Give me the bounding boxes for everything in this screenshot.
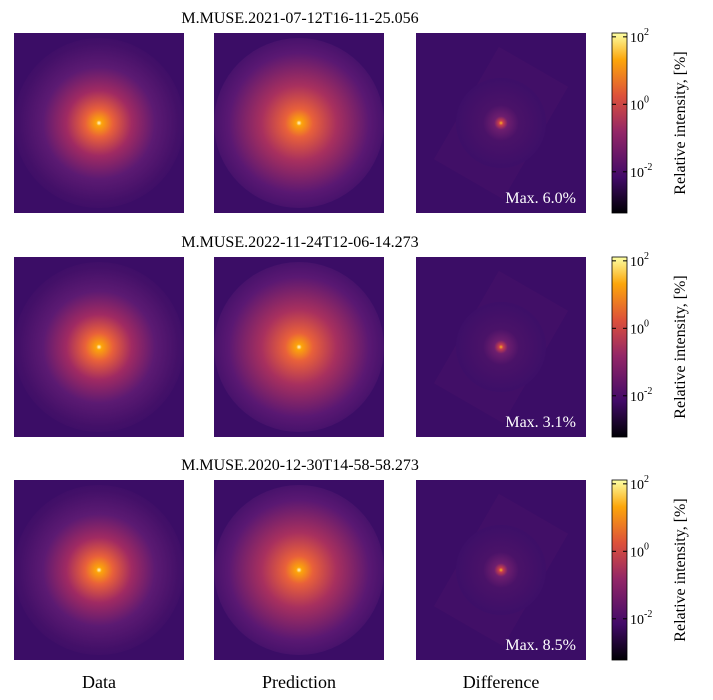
image-psf: [14, 262, 184, 432]
tick-base: 10: [630, 98, 644, 113]
tick-base: 10: [630, 390, 644, 405]
tick-base: 10: [630, 613, 644, 628]
colorbar-tick-label: 100: [630, 94, 649, 113]
colorbar-tick-label: 10-2: [630, 162, 652, 181]
row-title: M.MUSE.2021-07-12T16-11-25.056: [181, 10, 418, 27]
tick-exponent: 2: [644, 251, 649, 262]
column-label: Prediction: [262, 672, 336, 692]
image-psf: [214, 38, 384, 208]
tick-exponent: -2: [644, 162, 652, 173]
tick-base: 10: [630, 478, 644, 493]
row-title: M.MUSE.2020-12-30T14-58-58.273: [181, 457, 419, 474]
colorbar-tick-label: 102: [630, 474, 649, 493]
colorbar: [611, 479, 628, 661]
image-psf: [214, 485, 384, 655]
column-label: Difference: [463, 672, 540, 692]
max-label: Max. 3.1%: [505, 414, 576, 431]
tick-exponent: 0: [644, 541, 649, 552]
colorbar-tick-label: 10-2: [630, 386, 652, 405]
tick-exponent: 2: [644, 474, 649, 485]
colorbar-label: Relative intensity, [%]: [672, 51, 689, 194]
tick-exponent: 0: [644, 94, 649, 105]
colorbar-tick-label: 100: [630, 318, 649, 337]
colorbar-tick-label: 100: [630, 541, 649, 560]
image-psf: [14, 38, 184, 208]
image-psf: [456, 525, 546, 615]
tick-exponent: -2: [644, 609, 652, 620]
tick-exponent: 0: [644, 318, 649, 329]
max-label: Max. 8.5%: [505, 637, 576, 654]
image-psf: [14, 485, 184, 655]
colorbar-tick-label: 102: [630, 27, 649, 46]
max-label: Max. 6.0%: [505, 190, 576, 207]
tick-exponent: 2: [644, 27, 649, 38]
tick-base: 10: [630, 31, 644, 46]
tick-base: 10: [630, 255, 644, 270]
tick-base: 10: [630, 166, 644, 181]
colorbar: [611, 32, 628, 214]
colorbar-label: Relative intensity, [%]: [672, 275, 689, 418]
colorbar-label: Relative intensity, [%]: [672, 498, 689, 641]
column-label: Data: [82, 672, 116, 692]
tick-base: 10: [630, 545, 644, 560]
row-title: M.MUSE.2022-11-24T12-06-14.273: [181, 234, 418, 251]
image-psf: [214, 262, 384, 432]
tick-base: 10: [630, 322, 644, 337]
colorbar: [611, 256, 628, 438]
image-psf: [456, 302, 546, 392]
tick-exponent: -2: [644, 386, 652, 397]
colorbar-tick-label: 10-2: [630, 609, 652, 628]
colorbar-tick-label: 102: [630, 251, 649, 270]
image-psf: [456, 78, 546, 168]
